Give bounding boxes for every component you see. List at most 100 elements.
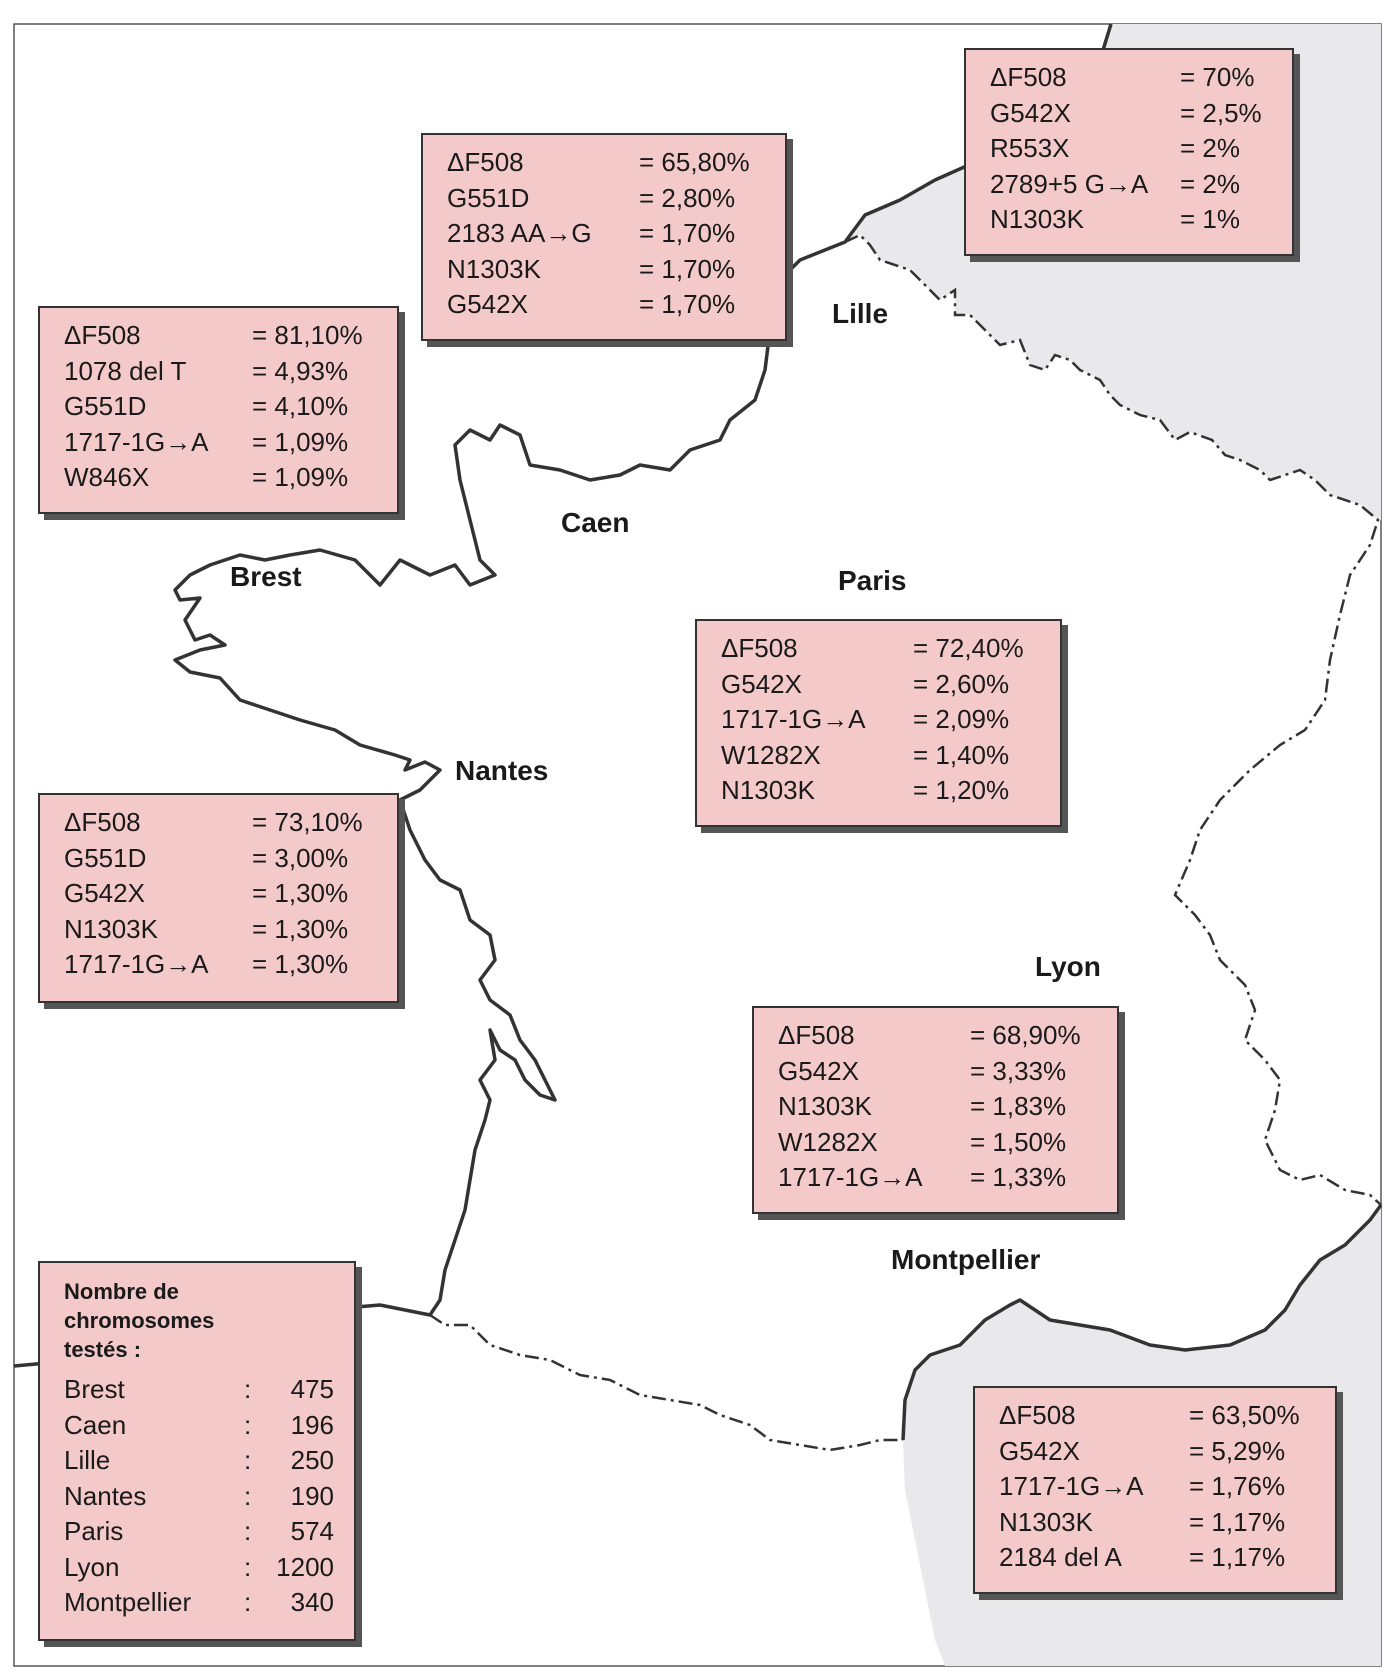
mutation-frequency: = 2% — [1180, 133, 1240, 163]
mutation-frequency: = 1,09% — [252, 426, 349, 457]
mutation-frequency: = 65,80% — [639, 147, 750, 177]
legend-row: Nantes: 190 — [64, 1479, 340, 1515]
legend-count: 340 — [290, 1587, 334, 1617]
legend-city: Caen — [64, 1409, 127, 1440]
mutation-name: G542X — [778, 1055, 859, 1086]
legend-colon: : — [244, 1516, 252, 1546]
mutation-row: G551D = 3,00% — [64, 841, 383, 877]
mutation-name: G542X — [990, 97, 1071, 128]
mutation-name: 1717-1G→A — [64, 426, 209, 457]
mutation-frequency: = 63,50% — [1189, 1400, 1300, 1430]
legend-city: Montpellier — [64, 1587, 192, 1617]
mutation-name: G542X — [64, 878, 145, 908]
mutation-frequency: = 2,60% — [913, 668, 1010, 699]
mutation-box-caen: ΔF508 = 65,80% G551D = 2,80% 2183 AA→G = 1,… — [421, 133, 787, 341]
mutation-frequency: = 1% — [1180, 204, 1240, 234]
mutation-row: N1303K = 1,70% — [447, 252, 771, 288]
mutation-name: ΔF508 — [778, 1020, 855, 1050]
mutation-name: 1717-1G→A — [999, 1471, 1144, 1501]
mutation-name: G551D — [447, 182, 530, 213]
mutation-row: ΔF508 = 63,50% — [999, 1398, 1321, 1434]
mutation-frequency: = 81,10% — [252, 320, 363, 350]
mutation-row: N1303K = 1,30% — [64, 912, 383, 948]
mutation-name: 1717-1G→A — [778, 1162, 923, 1192]
mutation-name: G542X — [447, 289, 528, 319]
mutation-row: G542X = 5,29% — [999, 1434, 1321, 1470]
legend-city: Lille — [64, 1445, 111, 1475]
mutation-frequency: = 1,70% — [639, 253, 736, 284]
mutation-frequency: = 1,50% — [970, 1126, 1067, 1157]
mutation-frequency: = 2,09% — [913, 704, 1010, 734]
mutation-box-nantes: ΔF508 = 73,10% G551D = 3,00% G542X = 1,30% … — [38, 793, 399, 1003]
legend-row: Brest: 475 — [64, 1372, 340, 1408]
border-north-east — [844, 233, 1382, 1206]
mutation-name: 2184 del A — [999, 1542, 1122, 1572]
mutation-frequency: = 2% — [1180, 168, 1240, 199]
mutation-frequency: = 1,40% — [913, 739, 1010, 770]
legend-row: Caen: 196 — [64, 1408, 340, 1444]
mutation-row: G542X = 1,30% — [64, 876, 383, 912]
mutation-row: 1717-1G→A = 1,33% — [778, 1160, 1103, 1196]
mutation-name: G542X — [999, 1435, 1080, 1466]
city-label-montpellier: Montpellier — [891, 1244, 1041, 1275]
mutation-row: G542X = 1,70% — [447, 287, 771, 323]
mutation-row: ΔF508 = 70% — [990, 60, 1278, 96]
mutation-frequency: = 1,70% — [639, 218, 736, 248]
city-label-nantes: Nantes — [455, 755, 549, 786]
mutation-row: 1717-1G→A = 2,09% — [721, 702, 1046, 738]
mutation-row: 1717-1G→A = 1,09% — [64, 425, 383, 461]
legend-count: 190 — [290, 1480, 334, 1511]
mutation-row: N1303K = 1,17% — [999, 1505, 1321, 1541]
mutation-name: N1303K — [721, 775, 815, 805]
legend-row: Paris: 574 — [64, 1514, 340, 1550]
city-label-lyon: Lyon — [1035, 951, 1101, 982]
mutation-name: N1303K — [447, 253, 541, 284]
mutation-name: N1303K — [64, 913, 158, 944]
mutation-name: G542X — [721, 668, 802, 699]
mutation-row: 1078 del T = 4,93% — [64, 354, 383, 390]
mutation-frequency: = 70% — [1180, 62, 1255, 92]
mutation-name: 2789+5 G→A — [990, 168, 1149, 199]
mutation-frequency: = 2,5% — [1180, 97, 1262, 128]
chromosome-count-legend: Nombre de chromosomes testés : Brest: 475… — [38, 1261, 356, 1641]
mutation-name: ΔF508 — [990, 62, 1067, 92]
mutation-name: G551D — [64, 842, 147, 873]
city-label-paris: Paris — [838, 565, 907, 596]
mutation-frequency: = 1,30% — [252, 949, 349, 979]
mutation-frequency: = 1,09% — [252, 462, 349, 492]
mutation-box-montpellier: ΔF508 = 63,50% G542X = 5,29% 1717-1G→A = 1,… — [973, 1386, 1337, 1594]
legend-row: Lille: 250 — [64, 1443, 340, 1479]
mutation-row: N1303K = 1,83% — [778, 1089, 1103, 1125]
mutation-name: 1717-1G→A — [721, 704, 866, 734]
mutation-name: N1303K — [778, 1091, 872, 1121]
coastline-north — [13, 23, 1113, 1368]
mutation-frequency: = 5,29% — [1189, 1435, 1286, 1466]
mutation-name: ΔF508 — [447, 147, 524, 177]
mutation-row: G551D = 4,10% — [64, 389, 383, 425]
mutation-row: ΔF508 = 81,10% — [64, 318, 383, 354]
legend-title: Nombre de chromosomes testés : — [64, 1279, 215, 1362]
legend-colon: : — [244, 1374, 252, 1404]
mutation-box-lyon: ΔF508 = 68,90% G542X = 3,33% N1303K = 1,83%… — [752, 1006, 1119, 1214]
mutation-name: 2183 AA→G — [447, 218, 592, 248]
legend-row: Lyon:1200 — [64, 1550, 340, 1586]
mutation-name: 1717-1G→A — [64, 949, 209, 979]
mutation-row: R553X = 2% — [990, 131, 1278, 167]
mutation-row: N1303K = 1,20% — [721, 773, 1046, 809]
mutation-name: W846X — [64, 462, 150, 492]
mutation-row: 2183 AA→G = 1,70% — [447, 216, 771, 252]
mutation-box-paris: ΔF508 = 72,40% G542X = 2,60% 1717-1G→A = 2,… — [695, 619, 1062, 827]
legend-colon: : — [244, 1445, 252, 1475]
legend-colon: : — [244, 1409, 252, 1440]
mutation-frequency: = 1,70% — [639, 289, 736, 319]
mutation-row: N1303K = 1% — [990, 202, 1278, 238]
mutation-frequency: = 1,33% — [970, 1162, 1067, 1192]
mutation-name: N1303K — [999, 1506, 1093, 1537]
mutation-row: 2789+5 G→A = 2% — [990, 167, 1278, 203]
legend-count: 475 — [290, 1374, 334, 1404]
mutation-frequency: = 2,80% — [639, 182, 736, 213]
mutation-row: W1282X = 1,50% — [778, 1125, 1103, 1161]
mutation-frequency: = 3,00% — [252, 842, 349, 873]
mutation-frequency: = 1,17% — [1189, 1542, 1286, 1572]
mutation-name: R553X — [990, 133, 1070, 163]
